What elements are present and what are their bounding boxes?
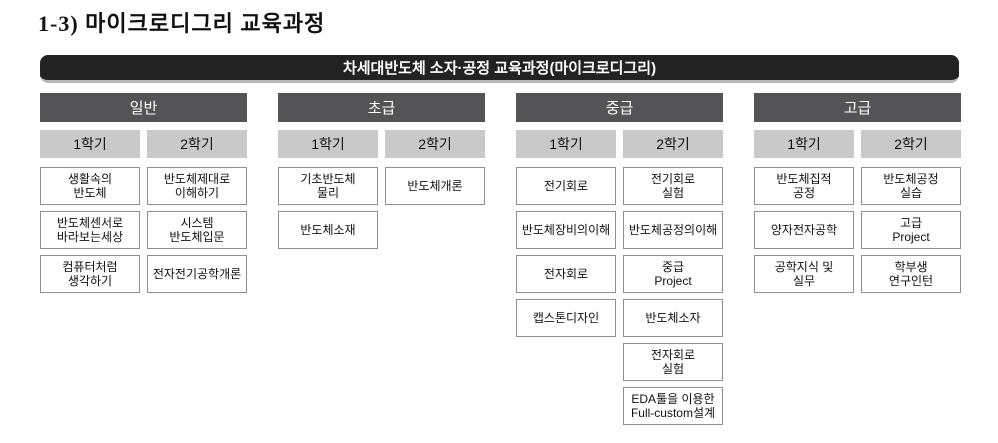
semester-header: 1학기 xyxy=(40,130,140,158)
semester-header: 2학기 xyxy=(385,130,485,158)
course-box: 기초반도체 물리 xyxy=(278,167,378,205)
course-box: 전자전기공학개론 xyxy=(147,255,247,293)
course-line: 양자전자공학 xyxy=(770,223,838,237)
course-box: 반도체공정 실습 xyxy=(861,167,961,205)
course-box: 반도체센서로 바라보는세상 xyxy=(40,211,140,249)
level-header-beginner: 초급 xyxy=(278,93,485,122)
curriculum-board: 일반 1학기 생활속의 반도체 반도체센서로 바라보는세상 컴퓨터처럼 생각하기 2학기 반도체제… xyxy=(40,93,961,431)
course-box: 생활속의 반도체 xyxy=(40,167,140,205)
semester-header: 2학기 xyxy=(147,130,247,158)
course-line: 공정 xyxy=(792,186,816,200)
course-line: 고급 xyxy=(899,216,923,230)
course-box: 반도체집적 공정 xyxy=(754,167,854,205)
course-line: 반도체공정의이해 xyxy=(628,223,718,237)
course-line: 학부생 xyxy=(894,260,928,274)
course-box: 반도체개론 xyxy=(385,167,485,205)
course-line: 전자회로 xyxy=(650,348,696,362)
course-box: 전자회로 실험 xyxy=(623,343,723,381)
course-line: 바라보는세상 xyxy=(56,230,124,244)
semester-row: 1학기 전기회로 반도체장비의이해 전자회로 캡스톤디자인 2학기 전기회로 실험 반도체공정의… xyxy=(516,130,723,431)
course-line: 실습 xyxy=(899,186,923,200)
course-box: 반도체장비의이해 xyxy=(516,211,616,249)
course-line: 실험 xyxy=(661,186,685,200)
semester-header: 2학기 xyxy=(861,130,961,158)
course-box: 학부생 연구인턴 xyxy=(861,255,961,293)
course-line: 반도체센서로 xyxy=(56,216,124,230)
course-line: 전기회로 xyxy=(543,179,589,193)
semester-header: 1학기 xyxy=(754,130,854,158)
semester-row: 1학기 기초반도체 물리 반도체소재 2학기 반도체개론 xyxy=(278,130,485,255)
semester-header: 2학기 xyxy=(623,130,723,158)
course-box: 반도체제대로 이해하기 xyxy=(147,167,247,205)
course-line: 반도체집적 xyxy=(776,172,832,186)
semester-row: 1학기 생활속의 반도체 반도체센서로 바라보는세상 컴퓨터처럼 생각하기 2학기 반도체제대로… xyxy=(40,130,247,299)
course-box: 캡스톤디자인 xyxy=(516,299,616,337)
course-line: 공학지식 및 xyxy=(774,260,834,274)
course-line: 전기회로 xyxy=(650,172,696,186)
course-line: 실험 xyxy=(661,362,685,376)
course-line: 생활속의 xyxy=(67,172,113,186)
level-header-general: 일반 xyxy=(40,93,247,122)
course-line: 전자회로 xyxy=(543,267,589,281)
course-box: 양자전자공학 xyxy=(754,211,854,249)
semester-header: 1학기 xyxy=(278,130,378,158)
course-box: 시스템 반도체입문 xyxy=(147,211,247,249)
course-box: 전기회로 xyxy=(516,167,616,205)
course-box: 중급 Project xyxy=(623,255,723,293)
semester-column: 2학기 전기회로 실험 반도체공정의이해 중급 Project 반도체소자 전자회로 실험 EDA… xyxy=(623,130,723,431)
level-header-intermediate: 중급 xyxy=(516,93,723,122)
course-line: 반도체장비의이해 xyxy=(521,223,611,237)
course-line: 연구인턴 xyxy=(888,274,934,288)
course-box: 반도체공정의이해 xyxy=(623,211,723,249)
course-box: 반도체소재 xyxy=(278,211,378,249)
course-line: 반도체개론 xyxy=(407,179,463,193)
level-column-beginner: 초급 1학기 기초반도체 물리 반도체소재 2학기 반도체개론 xyxy=(278,93,485,431)
course-line: 물리 xyxy=(316,186,340,200)
course-line: 기초반도체 xyxy=(300,172,356,186)
course-line: 반도체제대로 xyxy=(163,172,231,186)
course-box: 컴퓨터처럼 생각하기 xyxy=(40,255,140,293)
course-line: 중급 xyxy=(661,260,685,274)
course-line: Project xyxy=(654,274,692,288)
course-box: 전기회로 실험 xyxy=(623,167,723,205)
course-box: 전자회로 xyxy=(516,255,616,293)
course-box: EDA툴을 이용한 Full-custom설계 xyxy=(623,387,723,425)
course-line: 실무 xyxy=(792,274,816,288)
course-box: 공학지식 및 실무 xyxy=(754,255,854,293)
course-box: 고급 Project xyxy=(861,211,961,249)
semester-row: 1학기 반도체집적 공정 양자전자공학 공학지식 및 실무 2학기 반도체공정 실습 고급 Proj… xyxy=(754,130,961,299)
course-line: 시스템 xyxy=(180,216,214,230)
course-line: 반도체소재 xyxy=(300,223,356,237)
course-box: 반도체소자 xyxy=(623,299,723,337)
course-line: 반도체소자 xyxy=(645,311,701,325)
course-line: 반도체공정 xyxy=(883,172,939,186)
curriculum-banner: 차세대반도체 소자·공정 교육과정(마이크로디그리) xyxy=(40,55,959,83)
course-line: 캡스톤디자인 xyxy=(532,311,600,325)
page-title: 1-3) 마이크로디그리 교육과정 xyxy=(38,11,326,36)
course-line: 이해하기 xyxy=(174,186,220,200)
course-line: 생각하기 xyxy=(67,274,113,288)
course-line: 전자전기공학개론 xyxy=(152,267,242,281)
course-line: Full-custom설계 xyxy=(630,406,716,420)
course-line: 반도체 xyxy=(73,186,107,200)
course-line: Project xyxy=(892,230,930,244)
level-column-general: 일반 1학기 생활속의 반도체 반도체센서로 바라보는세상 컴퓨터처럼 생각하기 2학기 반도체제… xyxy=(40,93,247,431)
course-line: 컴퓨터처럼 xyxy=(62,260,118,274)
level-column-advanced: 고급 1학기 반도체집적 공정 양자전자공학 공학지식 및 실무 2학기 반도체공정 실습 고급 Pr… xyxy=(754,93,961,431)
level-header-advanced: 고급 xyxy=(754,93,961,122)
semester-header: 1학기 xyxy=(516,130,616,158)
course-line: EDA툴을 이용한 xyxy=(631,392,715,406)
level-column-intermediate: 중급 1학기 전기회로 반도체장비의이해 전자회로 캡스톤디자인 2학기 전기회로 실험 반도체공… xyxy=(516,93,723,431)
course-line: 반도체입문 xyxy=(169,230,225,244)
